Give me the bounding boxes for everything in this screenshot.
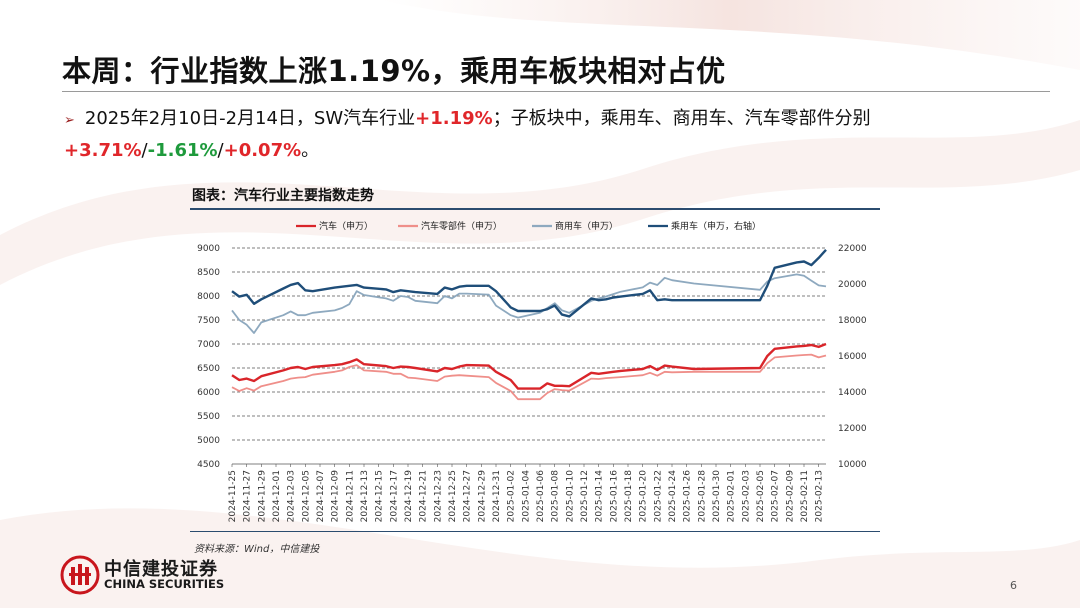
x-tick-label: 2024-12-19 [404,470,414,523]
y-left-tick-label: 9000 [197,244,220,254]
parts-change: +0.07% [223,140,302,161]
x-tick-label: 2025-01-06 [536,470,546,523]
x-tick-label: 2025-01-10 [565,470,575,523]
y-left-tick-label: 6500 [197,364,220,374]
x-tick-label: 2024-12-03 [287,470,297,522]
x-tick-label: 2025-01-16 [609,470,619,523]
chart-title: 图表：汽车行业主要指数走势 [192,188,374,204]
page-title: 本周：行业指数上涨1.19%，乘用车板块相对占优 [62,54,726,88]
x-tick-label: 2025-02-11 [800,470,810,522]
legend-label: 汽车（申万） [319,220,373,232]
x-tick-label: 2025-01-18 [624,470,634,523]
title-divider [62,91,1050,92]
x-tick-label: 2024-12-25 [448,470,458,522]
y-left-tick-label: 5000 [197,436,220,446]
separator-1: / [141,140,148,161]
x-tick-label: 2025-02-07 [771,470,781,522]
x-tick-label: 2024-12-11 [345,470,355,522]
x-tick-label: 2025-01-24 [668,470,678,523]
x-tick-label: 2025-01-30 [712,470,722,523]
separator-2: / [217,140,224,161]
x-tick-label: 2025-01-14 [595,470,605,523]
logo-chinese-name: 中信建投证券 [104,559,218,580]
y-left-tick-label: 6000 [197,388,220,398]
y-right-tick-label: 12000 [838,424,867,434]
x-tick-label: 2024-12-21 [419,470,429,522]
commercial-change: -1.61% [147,140,218,161]
x-tick-label: 2025-01-08 [551,470,561,523]
bullet-arrow-icon: ➢ [64,113,75,128]
citic-logo-icon [60,555,100,595]
passenger-change: +3.71% [64,140,142,161]
x-tick-label: 2024-12-01 [272,470,282,522]
source-note: 资料来源：Wind，中信建投 [194,544,320,555]
y-right-tick-label: 22000 [838,244,867,254]
bullet-prefix: 2025年2月10日-2月14日，SW汽车行业 [84,108,416,129]
y-right-tick-label: 10000 [838,460,867,470]
summary-bullet: ➢ 2025年2月10日-2月14日，SW汽车行业+1.19%；子板块中，乘用车、… [64,104,1024,166]
x-tick-label: 2024-11-29 [257,470,267,523]
x-tick-label: 2025-02-01 [727,470,737,522]
bullet-middle: ；子板块中，乘用车、商用车、汽车零部件分别 [492,108,871,129]
y-left-tick-label: 7500 [197,316,220,326]
x-tick-label: 2025-01-22 [653,470,663,522]
page-number: 6 [1010,579,1017,592]
y-left-tick-label: 8000 [197,292,220,302]
y-right-tick-label: 18000 [838,316,867,326]
x-tick-label: 2024-12-23 [433,470,443,522]
x-tick-label: 2025-01-04 [521,470,531,523]
x-tick-label: 2025-01-12 [580,470,590,522]
x-tick-label: 2024-12-27 [463,470,473,522]
x-tick-label: 2024-12-15 [375,470,385,522]
legend-label: 乘用车（申万，右轴） [671,220,761,232]
legend-label: 汽车零部件（申万） [421,220,502,232]
bullet-suffix: 。 [301,140,320,161]
y-left-tick-label: 4500 [197,460,220,470]
x-tick-label: 2025-02-03 [741,470,751,522]
x-tick-label: 2024-12-13 [360,470,370,522]
x-tick-label: 2024-12-29 [477,470,487,523]
x-tick-label: 2024-12-31 [492,470,502,522]
x-tick-label: 2025-01-20 [639,470,649,523]
logo-english-name: CHINA SECURITIES [104,577,225,591]
chart-top-rule [190,208,880,210]
y-left-tick-label: 7000 [197,340,220,350]
x-tick-label: 2024-12-17 [389,470,399,522]
x-tick-label: 2025-01-02 [507,470,517,522]
industry-change: +1.19% [415,108,493,129]
x-tick-label: 2025-02-09 [785,470,795,523]
y-right-tick-label: 16000 [838,352,867,362]
x-tick-label: 2024-12-07 [316,470,326,522]
company-logo: 中信建投证券 CHINA SECURITIES [60,553,240,597]
x-tick-label: 2024-11-25 [228,470,238,522]
chart-bottom-rule [190,531,880,532]
legend-label: 商用车（申万） [555,220,618,232]
x-tick-label: 2024-12-09 [331,470,341,523]
series-line [231,353,827,401]
x-tick-label: 2025-01-28 [697,470,707,523]
series-line [231,273,827,334]
series-line [231,248,827,318]
x-tick-label: 2025-02-05 [756,470,766,522]
x-tick-label: 2025-02-13 [815,470,825,522]
y-left-tick-label: 8500 [197,268,220,278]
x-tick-label: 2024-11-27 [243,470,253,522]
series-line [231,342,827,390]
x-tick-label: 2025-01-26 [683,470,693,523]
y-right-tick-label: 20000 [838,280,867,290]
y-left-tick-label: 5500 [197,412,220,422]
x-tick-label: 2024-12-05 [301,470,311,522]
y-right-tick-label: 14000 [838,388,867,398]
